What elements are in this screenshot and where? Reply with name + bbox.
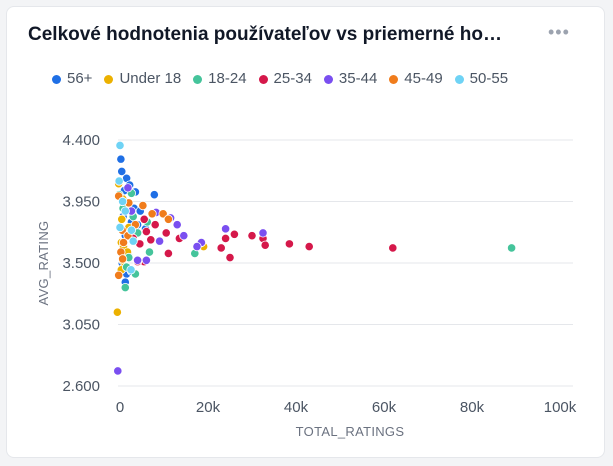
data-point bbox=[192, 242, 202, 252]
legend-item[interactable]: Under 18 bbox=[104, 70, 181, 88]
data-point bbox=[155, 236, 165, 246]
data-point bbox=[216, 243, 226, 253]
legend-item[interactable]: 18-24 bbox=[193, 70, 247, 88]
data-point bbox=[144, 247, 155, 257]
data-point bbox=[221, 224, 231, 234]
legend-label: 35-44 bbox=[338, 70, 378, 87]
data-point bbox=[123, 183, 133, 193]
x-tick-label: 20k bbox=[196, 399, 221, 416]
data-point bbox=[284, 239, 294, 249]
data-point bbox=[158, 209, 168, 219]
y-tick-label: 3.050 bbox=[62, 317, 100, 334]
data-point bbox=[388, 243, 398, 253]
x-tick-label: 0 bbox=[116, 399, 124, 416]
data-point bbox=[115, 140, 125, 151]
legend-label: Under 18 bbox=[119, 70, 182, 87]
data-point bbox=[150, 220, 160, 230]
x-tick-label: 60k bbox=[372, 399, 397, 416]
legend-item[interactable]: 25-34 bbox=[258, 70, 312, 88]
data-point bbox=[229, 229, 239, 239]
data-point bbox=[116, 154, 126, 164]
data-point bbox=[128, 236, 138, 246]
data-point bbox=[147, 209, 157, 219]
data-point bbox=[118, 254, 128, 264]
data-point bbox=[126, 225, 137, 235]
legend-item[interactable]: 45-49 bbox=[389, 70, 443, 88]
legend-item[interactable]: 35-44 bbox=[323, 70, 378, 88]
legend-dot bbox=[323, 74, 333, 84]
data-point bbox=[114, 270, 124, 280]
y-tick-label: 3.500 bbox=[62, 255, 100, 272]
data-point bbox=[141, 226, 151, 237]
data-point bbox=[221, 233, 231, 243]
data-point bbox=[117, 166, 127, 177]
legend-label: 56+ bbox=[67, 70, 93, 87]
data-point bbox=[113, 366, 123, 376]
data-point bbox=[138, 201, 148, 211]
legend-dot bbox=[104, 74, 114, 84]
legend-dot bbox=[258, 74, 268, 84]
x-tick-label: 100k bbox=[544, 399, 577, 416]
data-point bbox=[179, 231, 189, 241]
data-point bbox=[161, 228, 171, 238]
data-point bbox=[115, 222, 125, 233]
legend-label: 18-24 bbox=[208, 70, 247, 87]
more-horizontal-icon[interactable]: ••• bbox=[548, 22, 570, 42]
legend-label: 25-34 bbox=[273, 70, 312, 87]
legend-dot bbox=[389, 74, 399, 84]
data-point bbox=[225, 252, 235, 263]
x-tick-label: 80k bbox=[460, 399, 485, 416]
legend-item[interactable]: 56+ bbox=[52, 70, 92, 88]
data-point bbox=[146, 235, 156, 245]
y-tick-label: 2.600 bbox=[62, 378, 100, 395]
data-point bbox=[117, 214, 127, 224]
y-axis-label: AVG_RATING bbox=[36, 221, 51, 306]
data-point bbox=[126, 265, 136, 275]
y-tick-label: 3.950 bbox=[62, 194, 100, 211]
x-axis-label: TOTAL_RATINGS bbox=[296, 424, 405, 439]
data-point bbox=[118, 196, 128, 207]
data-point bbox=[139, 214, 149, 224]
legend-label: 45-49 bbox=[404, 70, 443, 87]
legend-item[interactable]: 50-55 bbox=[454, 70, 509, 88]
data-point bbox=[120, 206, 130, 216]
y-tick-label: 4.400 bbox=[62, 132, 100, 149]
data-point bbox=[141, 255, 151, 265]
data-point bbox=[149, 190, 159, 200]
data-point bbox=[112, 307, 122, 317]
data-point bbox=[120, 282, 130, 293]
data-point bbox=[133, 255, 143, 265]
data-point bbox=[247, 231, 257, 241]
data-point bbox=[258, 228, 268, 238]
data-point bbox=[163, 248, 173, 259]
data-point bbox=[163, 214, 173, 224]
x-tick-label: 40k bbox=[284, 399, 309, 416]
legend-label: 50-55 bbox=[469, 70, 509, 87]
chart-legend: 56+ Under 18 18-24 25-34 35-44 45-49 50-55 bbox=[52, 70, 582, 88]
legend-dot bbox=[52, 74, 61, 84]
data-point bbox=[506, 243, 517, 253]
data-point bbox=[118, 237, 129, 248]
data-point bbox=[114, 176, 124, 186]
data-point bbox=[172, 220, 182, 230]
data-point bbox=[304, 242, 314, 252]
data-point bbox=[260, 240, 270, 250]
legend-dot bbox=[193, 74, 203, 84]
legend-dot bbox=[454, 74, 464, 84]
